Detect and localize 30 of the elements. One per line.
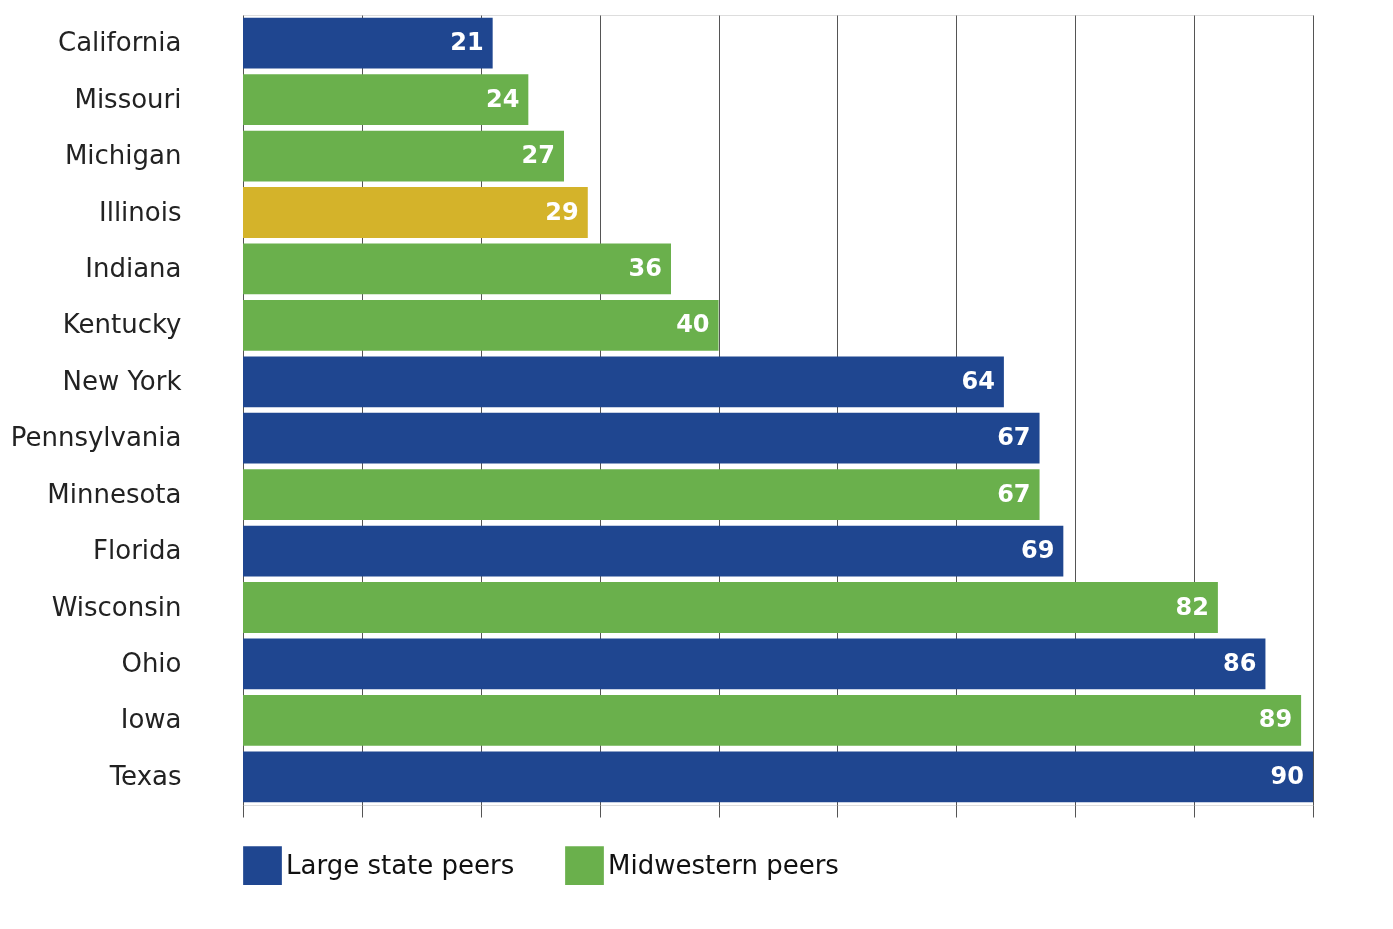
- data-label: 27: [521, 141, 555, 170]
- y-tick-label: Michigan: [64, 140, 182, 171]
- data-label: 29: [545, 197, 579, 226]
- data-label: 21: [450, 28, 484, 57]
- y-tick-label: Ohio: [121, 647, 182, 678]
- data-label: 36: [628, 253, 662, 282]
- y-tick-label: Iowa: [120, 704, 182, 735]
- legend-label: Large state peers: [286, 849, 515, 880]
- data-label: 24: [485, 84, 520, 113]
- y-tick-label: Minnesota: [47, 478, 182, 509]
- y-tick-label: Texas: [108, 760, 182, 791]
- y-tick-label: Wisconsin: [51, 591, 182, 622]
- y-tick-label: New York: [62, 365, 182, 396]
- data-label: 89: [1258, 705, 1293, 734]
- data-label: 82: [1175, 592, 1209, 621]
- data-label: 86: [1223, 648, 1257, 677]
- y-tick-label: Kentucky: [62, 309, 182, 340]
- y-tick-label: Florida: [93, 535, 182, 566]
- y-tick-label: Indiana: [85, 252, 182, 283]
- data-label: 90: [1270, 761, 1304, 790]
- data-label: 64: [961, 366, 995, 395]
- data-label: 40: [676, 310, 710, 339]
- data-label: 67: [997, 423, 1031, 452]
- data-label: 67: [997, 479, 1031, 508]
- y-tick-label: California: [58, 27, 182, 58]
- y-tick-label: Illinois: [99, 196, 182, 227]
- y-tick-label: Missouri: [74, 83, 182, 114]
- legend-label: Midwestern peers: [608, 849, 839, 880]
- data-label: 69: [1020, 536, 1055, 565]
- y-tick-label: Pennsylvania: [10, 422, 182, 453]
